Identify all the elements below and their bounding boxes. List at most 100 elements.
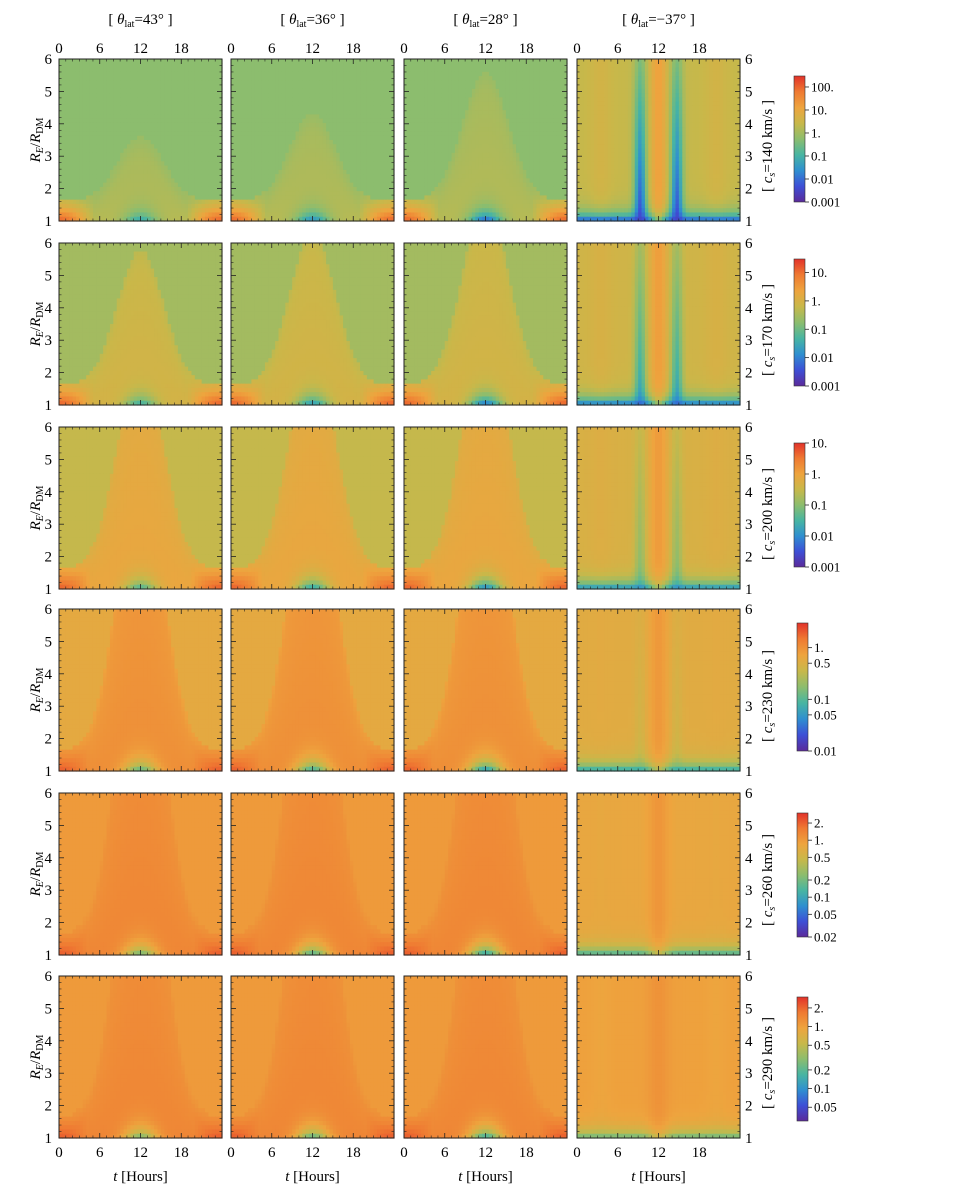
heatmap-cell (211, 186, 216, 192)
heatmap-cell (140, 216, 145, 222)
heatmap-cell (150, 93, 155, 98)
heatmap-cell (188, 161, 193, 167)
heatmap-cell (113, 76, 118, 81)
heatmap-cell (130, 127, 135, 133)
heatmap-cell (177, 144, 182, 150)
heatmap-cell (157, 191, 162, 197)
heatmap-cell (106, 169, 111, 175)
heatmap-cell (181, 122, 186, 128)
heatmap-cell (336, 118, 341, 124)
heatmap-cell (143, 148, 148, 154)
heatmap-cell (164, 97, 169, 103)
heatmap-cell (62, 93, 67, 98)
heatmap-cell (160, 118, 165, 124)
heatmap-cell (174, 199, 179, 205)
heatmap-cell (133, 127, 138, 133)
heatmap-cell (326, 80, 331, 86)
heatmap-cell (198, 161, 203, 167)
heatmap-cell (188, 148, 193, 154)
heatmap-cell (191, 195, 196, 201)
heatmap-cell (499, 84, 504, 90)
heatmap-cell (160, 203, 165, 209)
heatmap-cell (191, 144, 196, 150)
heatmap-cell (458, 63, 463, 69)
heatmap-cell (177, 178, 182, 184)
heatmap-cell (92, 212, 97, 218)
heatmap-cell (82, 203, 87, 209)
heatmap-cell (366, 71, 371, 77)
heatmap-cell (198, 93, 203, 98)
heatmap-cell (499, 63, 504, 69)
heatmap-cell (106, 178, 111, 184)
heatmap-cell (154, 212, 159, 218)
heatmap-cell (234, 63, 239, 69)
heatmap-cell (366, 174, 371, 179)
heatmap-cell (298, 63, 303, 69)
heatmap-cell (295, 208, 300, 214)
heatmap-cell (315, 59, 320, 64)
heatmap-cell (113, 212, 118, 218)
heatmap-cell (160, 59, 165, 64)
heatmap-cell (218, 59, 223, 64)
heatmap-cell (427, 63, 432, 69)
heatmap-cell (140, 186, 145, 192)
heatmap-cell (237, 76, 242, 81)
heatmap-cell (75, 174, 80, 179)
heatmap-cell (339, 63, 344, 69)
heatmap-cell (177, 127, 182, 133)
heatmap-cell (237, 182, 242, 188)
heatmap-cell (366, 84, 371, 90)
heatmap-cell (147, 118, 152, 124)
heatmap-cell (103, 101, 108, 107)
heatmap-cell (96, 186, 101, 192)
heatmap-cell (160, 131, 165, 137)
heatmap-cell (106, 212, 111, 218)
heatmap-cell (499, 122, 504, 128)
heatmap-cell (143, 71, 148, 77)
heatmap-cell (215, 97, 220, 103)
heatmap-cell (69, 208, 74, 214)
heatmap-cell (82, 122, 87, 128)
heatmap-cell (247, 140, 252, 145)
heatmap-cell (126, 208, 131, 214)
heatmap-cell (326, 208, 331, 214)
heatmap-cell (171, 84, 176, 90)
heatmap-cell (109, 127, 114, 133)
heatmap-cell (137, 127, 142, 133)
heatmap-cell (201, 97, 206, 103)
heatmap-cell (116, 88, 121, 94)
heatmap-cell (366, 131, 371, 137)
heatmap-cell (231, 67, 235, 73)
heatmap-cell (113, 144, 118, 150)
heatmap-cell (106, 118, 111, 124)
heatmap-cell (126, 127, 131, 133)
heatmap-cell (126, 157, 131, 162)
heatmap-cell (174, 148, 179, 154)
heatmap-cell (157, 165, 162, 171)
heatmap-cell (160, 165, 165, 171)
heatmap-cell (366, 59, 371, 64)
heatmap-cell (363, 63, 368, 69)
heatmap-cell (427, 114, 432, 120)
heatmap-cell (211, 122, 216, 128)
heatmap-cell (326, 169, 331, 175)
heatmap-cell (89, 135, 94, 141)
heatmap-cell (198, 110, 203, 116)
heatmap-cell (247, 131, 252, 137)
heatmap-cell (326, 203, 331, 209)
heatmap-cell (164, 195, 169, 201)
heatmap-cell (326, 131, 331, 137)
heatmap-cell (366, 97, 371, 103)
heatmap-cell (205, 114, 210, 120)
heatmap-cell (137, 169, 142, 175)
heatmap-cell (198, 118, 203, 124)
heatmap-cell (103, 216, 108, 222)
heatmap-cell (254, 71, 259, 77)
heatmap-cell (96, 80, 101, 86)
heatmap-cell (377, 165, 382, 171)
heatmap-cell (211, 88, 216, 94)
heatmap-cell (106, 186, 111, 192)
heatmap-cell (89, 148, 94, 154)
heatmap-cell (96, 191, 101, 197)
heatmap-cell (157, 174, 162, 179)
